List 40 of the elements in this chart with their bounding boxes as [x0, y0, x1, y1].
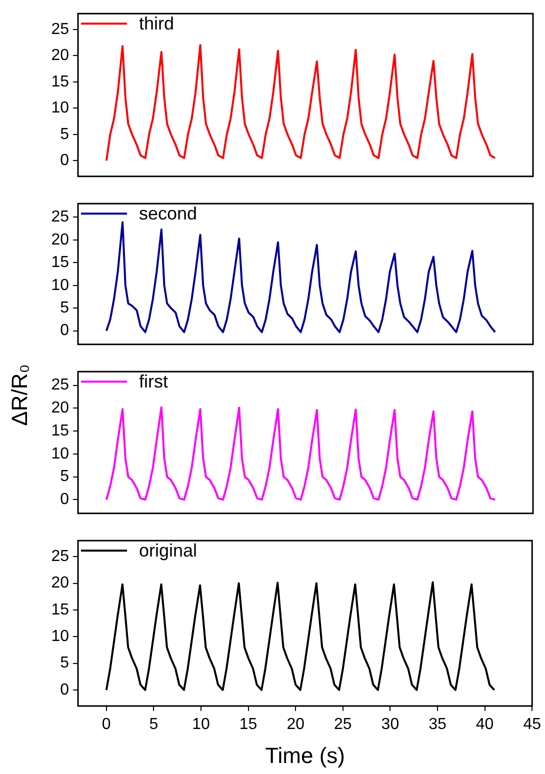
y-tick-label: 5	[60, 468, 70, 486]
y-tick-label: 15	[51, 422, 70, 440]
x-tick-label: 20	[286, 716, 305, 734]
x-tick-label: 0	[102, 716, 111, 734]
y-tick-label: 15	[51, 73, 70, 90]
x-tick-label: 15	[239, 716, 258, 734]
legend-label: second	[139, 204, 198, 224]
y-tick-label: 0	[60, 322, 70, 340]
x-axis-title: Time (s)	[265, 742, 345, 768]
y-tick-label: 5	[60, 299, 70, 316]
legend-label: third	[139, 14, 174, 34]
x-tick-label: 30	[381, 716, 400, 734]
y-tick-label: 20	[51, 231, 70, 248]
x-tick-label: 35	[428, 716, 446, 734]
y-tick-label: 20	[51, 400, 70, 417]
y-tick-label: 20	[51, 574, 70, 592]
x-tick-label: 10	[192, 716, 210, 734]
y-axis-title: ΔR/R₀	[7, 364, 33, 426]
y-tick-label: 10	[51, 628, 70, 646]
y-tick-label: 25	[51, 20, 70, 38]
y-tick-label: 10	[51, 276, 70, 294]
y-tick-label: 15	[51, 601, 70, 618]
y-tick-label: 0	[60, 681, 70, 698]
y-tick-label: 5	[60, 654, 70, 672]
y-tick-label: 5	[60, 126, 70, 143]
legend-label: first	[139, 372, 168, 392]
y-tick-label: 15	[51, 254, 70, 272]
y-tick-label: 25	[51, 548, 70, 566]
x-tick-label: 25	[334, 716, 352, 734]
y-tick-label: 10	[51, 445, 70, 462]
y-tick-label: 10	[51, 100, 70, 117]
x-tick-label: 45	[523, 716, 542, 734]
y-tick-label: 20	[51, 47, 70, 64]
y-tick-label: 25	[51, 376, 70, 394]
y-tick-label: 25	[51, 208, 70, 226]
y-tick-label: 0	[60, 491, 70, 508]
legend-label: original	[139, 540, 198, 561]
x-tick-label: 40	[476, 716, 494, 734]
x-tick-label: 5	[149, 716, 158, 734]
y-tick-label: 0	[60, 152, 70, 170]
